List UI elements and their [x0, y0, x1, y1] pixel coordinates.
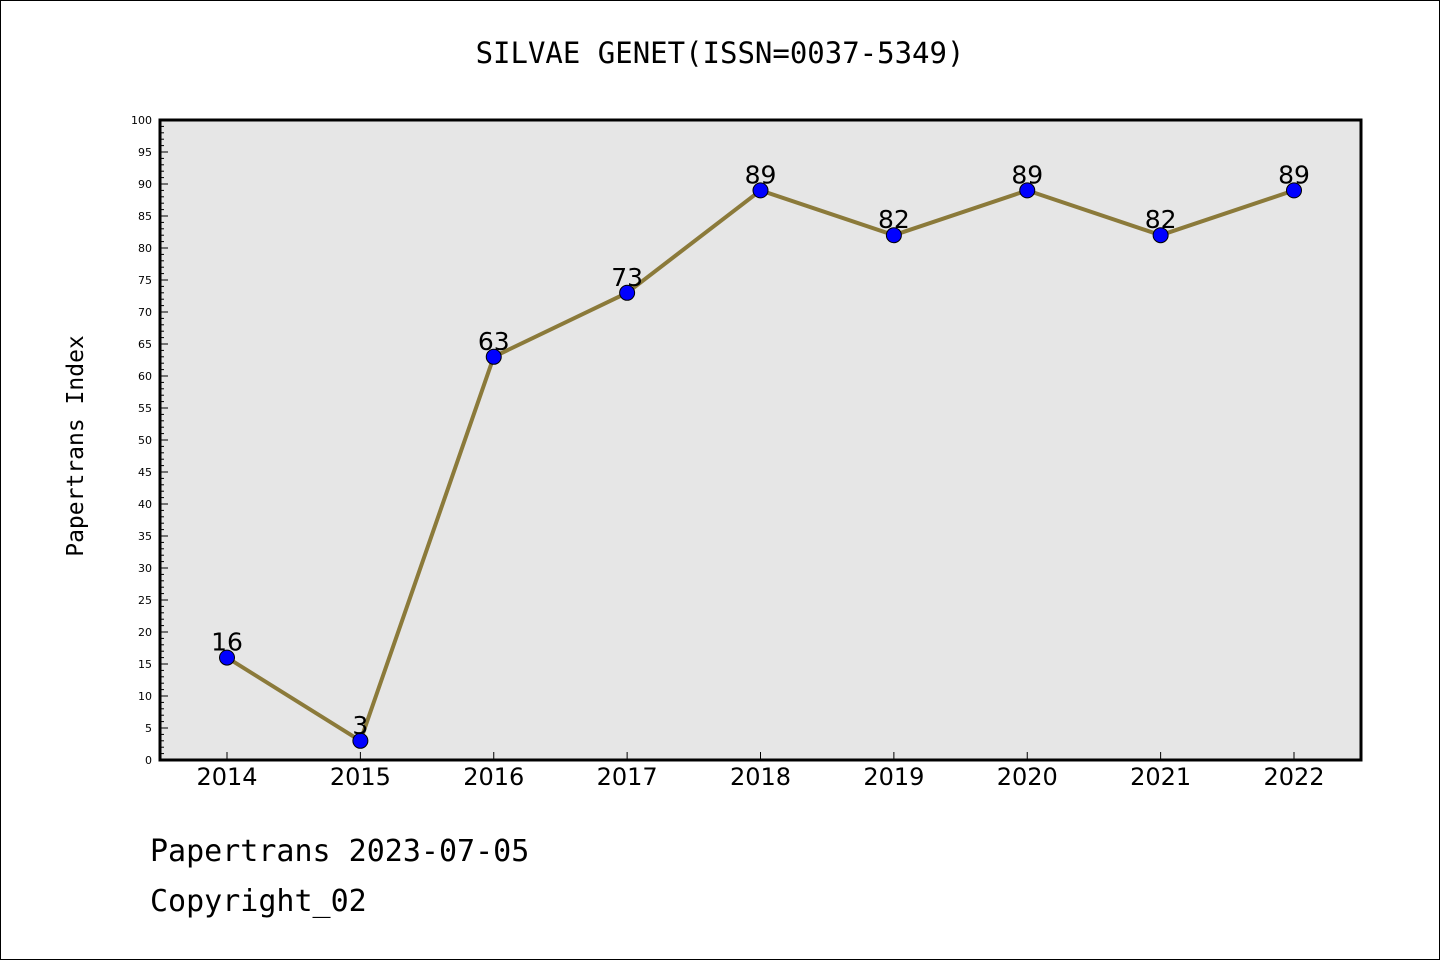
y-tick-label: 80	[138, 242, 152, 255]
data-point	[352, 732, 369, 749]
plot-border	[158, 118, 1363, 762]
data-point	[885, 227, 902, 244]
data-point	[219, 649, 235, 666]
data-label: 89	[1011, 160, 1043, 189]
data-point	[1019, 182, 1036, 199]
data-label: 89	[745, 160, 777, 189]
chart-title: SILVAE GENET(ISSN=0037-5349)	[475, 36, 965, 70]
y-tick-label: 10	[138, 690, 152, 703]
y-tick-label: 75	[138, 274, 152, 287]
y-axis-ticks: 0 5 10 15 20 25 30 35 40 45 50 55 60 65 70 75 80 85 90 95 10…	[131, 114, 168, 767]
y-tick-label: 55	[138, 402, 152, 415]
x-tick-label: 2021	[1130, 763, 1191, 791]
footer-date: Papertrans 2023-07-05	[150, 834, 530, 869]
footer-copyright: Copyright_02	[150, 884, 367, 919]
x-tick-label: 2018	[730, 763, 791, 791]
y-tick-label: 65	[138, 338, 152, 351]
y-tick-label: 20	[138, 626, 152, 639]
y-tick-label: 30	[138, 562, 152, 575]
data-point	[1286, 182, 1302, 199]
data-point	[619, 284, 636, 301]
data-label: 73	[611, 263, 643, 292]
x-tick-label: 2022	[1263, 763, 1324, 791]
y-tick-label: 35	[138, 530, 152, 543]
x-tick-label: 2019	[863, 763, 924, 791]
y-tick-label: 25	[138, 594, 152, 607]
x-tick-label: 2014	[196, 763, 257, 791]
y-tick-label: 70	[138, 306, 152, 319]
y-tick-label: 60	[138, 370, 152, 383]
data-label: 82	[1145, 205, 1177, 234]
x-tick-label: 2020	[997, 763, 1058, 791]
data-point	[485, 348, 502, 365]
x-tick-label: 2016	[463, 763, 524, 791]
y-tick-label: 85	[138, 210, 152, 223]
data-labels: 16 3 63 73 89 82 89 82 89	[211, 160, 1310, 739]
plot-area	[160, 120, 1361, 760]
x-tick-label: 2017	[597, 763, 658, 791]
y-tick-label: 45	[138, 466, 152, 479]
data-label: 63	[478, 327, 510, 356]
data-points	[219, 182, 1302, 749]
y-tick-label: 50	[138, 434, 152, 447]
y-tick-label: 15	[138, 658, 152, 671]
data-point	[752, 182, 769, 199]
data-label: 3	[352, 711, 368, 740]
y-tick-label: 40	[138, 498, 152, 511]
data-label: 16	[211, 628, 243, 657]
y-tick-label: 95	[138, 146, 152, 159]
data-label: 89	[1278, 160, 1310, 189]
data-point	[1152, 227, 1169, 244]
y-tick-label: 100	[131, 114, 152, 127]
y-tick-label: 90	[138, 178, 152, 191]
data-label: 82	[878, 205, 910, 234]
y-tick-label: 0	[145, 754, 152, 767]
y-tick-label: 5	[145, 722, 152, 735]
x-tick-label: 2015	[330, 763, 391, 791]
x-axis-ticks: 2014 2015 2016 2017 2018 2019 2020 2021 2022	[196, 752, 1325, 791]
